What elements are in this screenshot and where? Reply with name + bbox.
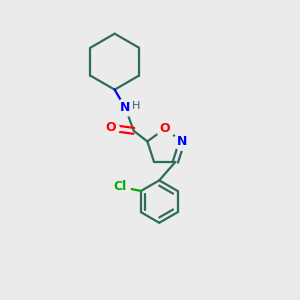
Text: N: N (177, 135, 187, 148)
Text: O: O (159, 122, 170, 135)
Text: Cl: Cl (113, 180, 126, 193)
Text: N: N (120, 101, 130, 114)
Text: O: O (105, 122, 116, 134)
Text: H: H (132, 101, 140, 111)
